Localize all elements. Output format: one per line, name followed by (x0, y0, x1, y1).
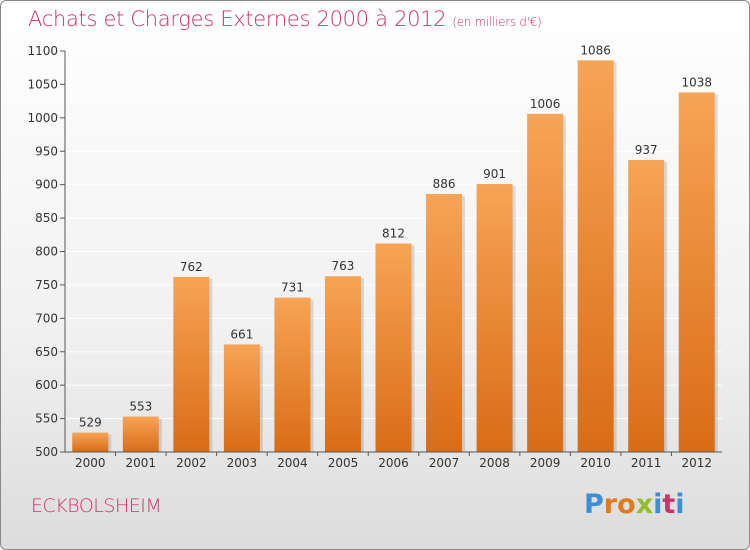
x-axis: 2000 2001 2002 2003 2004 2005 2006 2007 2008 2009… (65, 451, 722, 470)
y-tick-label: 650 (35, 345, 58, 359)
bar (274, 297, 311, 452)
x-tick-label: 2012 (681, 456, 712, 470)
x-tick-label: 2009 (530, 456, 561, 470)
bar (375, 243, 412, 452)
value-label: 937 (635, 143, 658, 157)
x-tick-label: 2008 (479, 456, 510, 470)
y-tick-label: 1050 (27, 77, 58, 91)
value-label: 661 (230, 327, 253, 341)
y-tick-label: 900 (35, 178, 58, 192)
y-tick-label: 1000 (27, 111, 58, 125)
y-tick-label: 1100 (27, 44, 58, 58)
value-label: 762 (180, 260, 203, 274)
proxiti-logo[interactable]: Proxiti (584, 489, 685, 520)
bar (223, 344, 260, 452)
logo-letter: i (675, 489, 685, 520)
bar (577, 60, 614, 453)
chart-unit: (en milliers d'€) (452, 15, 542, 29)
value-labels: 529 553 762 661 731 763 812 886 901 1006 1086 937 10… (79, 43, 712, 429)
y-tick-label: 750 (35, 278, 58, 292)
bars (72, 60, 718, 453)
x-tick-label: 2010 (580, 456, 611, 470)
logo-letter: o (617, 489, 636, 520)
y-tick-label: 500 (35, 445, 58, 459)
value-label: 901 (483, 167, 506, 181)
x-tick-label: 2007 (429, 456, 460, 470)
bar (426, 194, 463, 453)
value-label: 529 (79, 416, 102, 430)
value-label: 731 (281, 281, 304, 295)
city-name: ECKBOLSHEIM (31, 495, 162, 517)
chart-title: Achats et Charges Externes 2000 à 2012 (e… (28, 7, 542, 31)
value-label: 1038 (681, 75, 712, 89)
x-tick-label: 2006 (378, 456, 409, 470)
y-tick-label: 600 (35, 378, 58, 392)
x-tick-label: 2004 (277, 456, 308, 470)
value-label: 886 (433, 177, 456, 191)
chart-title-text: Achats et Charges Externes 2000 à 2012 (28, 7, 447, 31)
x-tick-label: 2001 (126, 456, 157, 470)
bar (324, 276, 361, 452)
logo-letter: t (662, 489, 676, 520)
bar (527, 113, 564, 452)
value-label: 1006 (530, 97, 561, 111)
logo-letter: r (603, 489, 618, 520)
bar (72, 432, 109, 452)
bar (628, 159, 665, 452)
value-label: 763 (332, 259, 355, 273)
x-tick-label: 2005 (328, 456, 359, 470)
logo-letter: P (584, 489, 604, 520)
x-tick-label: 2011 (631, 456, 662, 470)
y-tick-label: 950 (35, 144, 58, 158)
y-tick-label: 800 (35, 245, 58, 259)
bar (173, 276, 210, 452)
y-tick-label: 850 (35, 211, 58, 225)
logo-letter: i (653, 489, 663, 520)
y-tick-label: 550 (35, 412, 58, 426)
value-label: 1086 (580, 43, 611, 57)
x-tick-label: 2002 (176, 456, 207, 470)
value-label: 553 (129, 400, 152, 414)
value-label: 812 (382, 226, 405, 240)
y-tick-label: 700 (35, 311, 58, 325)
y-axis: 500 550 600 650 700 750 800 850 900 950 1000 1050 11… (27, 44, 66, 459)
x-tick-label: 2003 (227, 456, 258, 470)
logo-letter: x (635, 489, 654, 520)
bar (476, 183, 513, 452)
bar (678, 92, 715, 452)
bar (122, 416, 159, 452)
x-tick-label: 2000 (75, 456, 106, 470)
